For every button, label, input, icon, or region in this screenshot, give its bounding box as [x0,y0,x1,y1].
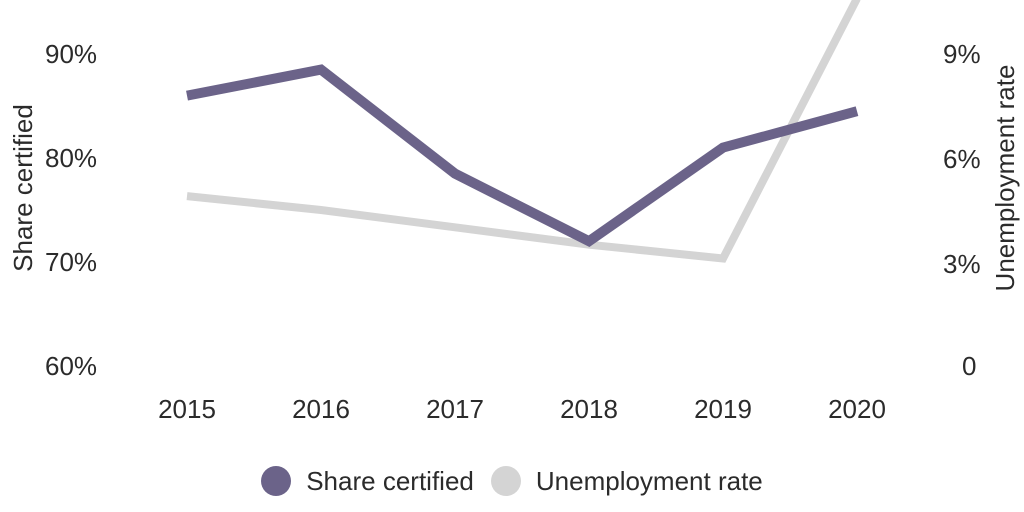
left-axis-tick-60: 60% [45,351,98,381]
right-axis-tick-6: 6% [943,144,981,174]
left-axis-title: Share certified [8,104,38,272]
right-axis-tick-9: 9% [943,39,981,69]
legend-item-share-certified: Share certified [261,466,474,496]
right-axis-tick-0: 0 [962,351,977,381]
left-axis-tick-90: 90% [45,39,98,69]
legend-label-unemployment-rate: Unemployment rate [535,466,763,496]
x-axis-tick-2018: 2018 [560,394,618,424]
legend-label-share-certified: Share certified [306,466,474,496]
share-certified-dot-icon [261,466,292,496]
legend-item-unemployment-rate: Unemployment rate [490,466,763,496]
left-axis-tick-80: 80% [45,143,98,173]
left-axis-tick-70: 70% [45,247,98,277]
x-axis-tick-2015: 2015 [158,394,216,424]
right-axis-tick-3: 3% [943,249,981,279]
share-certified-line [186,64,859,248]
unemployment-rate-line [186,0,861,263]
x-axis-tick-2016: 2016 [292,394,350,424]
x-axis-tick-2020: 2020 [828,394,886,424]
x-axis-tick-2019: 2019 [694,394,752,424]
x-axis-tick-2017: 2017 [426,394,484,424]
right-axis-title: Unemployment rate [990,64,1020,292]
unemployment-rate-dot-icon [490,466,521,496]
legend: Share certified Unemployment rate [0,466,1024,496]
